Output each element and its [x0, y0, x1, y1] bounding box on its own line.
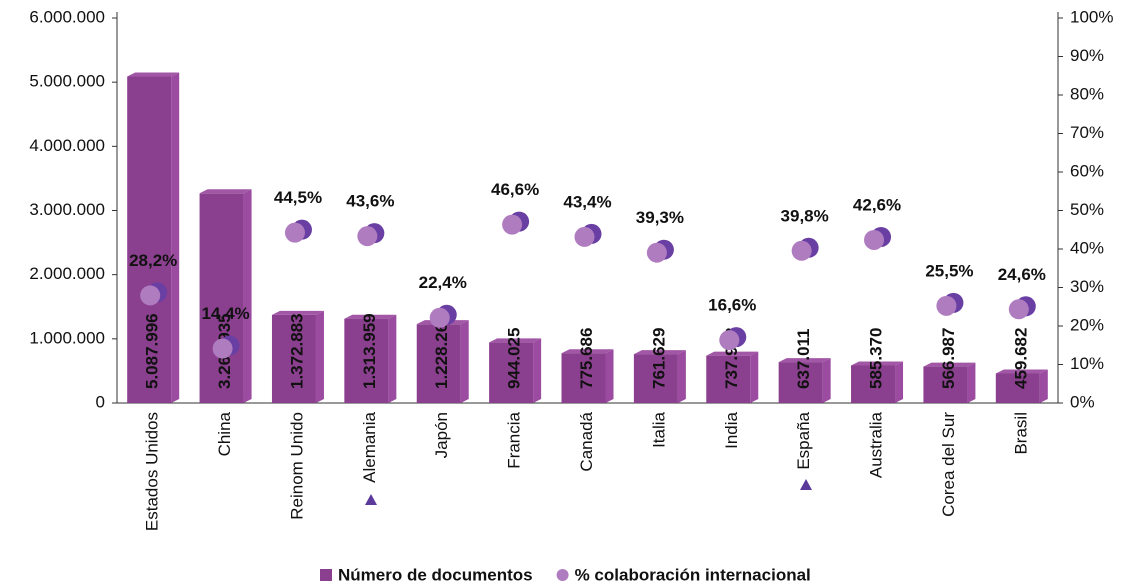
point	[212, 335, 240, 359]
point-value-label: 44,5%	[274, 188, 322, 207]
bar-value-label: 1.228.261	[432, 313, 451, 389]
y-tick-label: 6.000.000	[29, 7, 105, 26]
y-tick-label: 0	[96, 392, 105, 411]
x-tick-label: Corea del Sur	[939, 412, 958, 517]
x-tick-label: Japón	[432, 412, 451, 458]
y-tick-label: 4.000.000	[29, 136, 105, 155]
y2-tick-label: 60%	[1070, 161, 1104, 180]
point	[791, 237, 819, 261]
point	[429, 304, 457, 328]
bar	[271, 310, 324, 403]
y2-tick-label: 0%	[1070, 392, 1095, 411]
bar	[706, 351, 759, 403]
bar	[633, 350, 686, 403]
point	[864, 226, 892, 250]
bar-value-label: 5.087.996	[143, 313, 162, 389]
bar-value-label: 775.686	[577, 328, 596, 389]
bar	[344, 314, 397, 403]
point-value-label: 43,6%	[346, 192, 394, 211]
point	[502, 211, 530, 235]
y-tick-label: 2.000.000	[29, 264, 105, 283]
point-value-label: 39,3%	[636, 208, 684, 227]
point	[1008, 296, 1036, 320]
x-tick-label: Alemania	[360, 411, 379, 482]
point-value-label: 24,6%	[998, 265, 1046, 284]
point-value-label: 46,6%	[491, 180, 539, 199]
x-tick-label: Canadá	[577, 411, 596, 471]
y2-tick-label: 10%	[1070, 354, 1104, 373]
y2-tick-label: 90%	[1070, 46, 1104, 65]
bar	[199, 189, 252, 403]
y2-tick-label: 100%	[1070, 7, 1113, 26]
bar	[489, 338, 542, 403]
bar	[851, 361, 904, 403]
y2-tick-label: 40%	[1070, 238, 1104, 257]
point-value-label: 28,2%	[129, 251, 177, 270]
bar-value-label: 944.025	[505, 328, 524, 389]
legend-label: Número de documentos	[338, 565, 533, 584]
bar-value-label: 459.682	[1011, 328, 1030, 389]
point	[357, 223, 385, 247]
bar	[995, 369, 1048, 403]
bar	[127, 72, 180, 403]
point-value-label: 22,4%	[419, 273, 467, 292]
legend-label: % colaboración internacional	[575, 565, 811, 584]
point	[284, 219, 312, 243]
point	[936, 292, 964, 316]
point-value-label: 25,5%	[925, 261, 973, 280]
point-value-label: 14,4%	[201, 304, 249, 323]
x-tick-label: Italia	[649, 411, 668, 447]
x-tick-label: Brasil	[1011, 412, 1030, 455]
x-tick-label: Francia	[505, 411, 524, 468]
point-value-label: 42,6%	[853, 195, 901, 214]
x-tick-label: India	[722, 411, 741, 448]
bar-value-label: 761.629	[649, 328, 668, 389]
y-tick-label: 3.000.000	[29, 200, 105, 219]
x-tick-label: Reinom Unido	[287, 412, 306, 520]
y2-tick-label: 80%	[1070, 84, 1104, 103]
bar-value-label: 1.372.883	[287, 313, 306, 389]
bar	[561, 349, 614, 403]
point	[140, 282, 168, 306]
point	[646, 239, 674, 263]
point	[719, 327, 747, 351]
marker-triangle	[800, 479, 812, 490]
legend-swatch	[320, 569, 332, 581]
legend-swatch	[556, 569, 569, 581]
marker-triangle	[365, 494, 377, 505]
point-value-label: 16,6%	[708, 296, 756, 315]
point	[574, 223, 602, 247]
y2-tick-label: 20%	[1070, 315, 1104, 334]
bar	[923, 362, 976, 403]
bar-value-label: 585.370	[867, 328, 886, 389]
bar-value-label: 566.987	[939, 328, 958, 389]
y2-tick-label: 70%	[1070, 123, 1104, 142]
bar-value-label: 637.011	[794, 328, 813, 389]
x-tick-label: Australia	[867, 411, 886, 478]
bar	[416, 320, 469, 403]
bar	[778, 358, 831, 403]
y-tick-label: 1.000.000	[29, 328, 105, 347]
y2-tick-label: 30%	[1070, 277, 1104, 296]
y-tick-label: 5.000.000	[29, 72, 105, 91]
point-value-label: 39,8%	[781, 206, 829, 225]
y2-tick-label: 50%	[1070, 200, 1104, 219]
x-tick-label: China	[215, 411, 234, 456]
point-value-label: 43,4%	[563, 192, 611, 211]
x-tick-label: Estados Unidos	[143, 412, 162, 531]
x-tick-label: España	[794, 411, 813, 469]
bar-value-label: 1.313.959	[360, 313, 379, 389]
